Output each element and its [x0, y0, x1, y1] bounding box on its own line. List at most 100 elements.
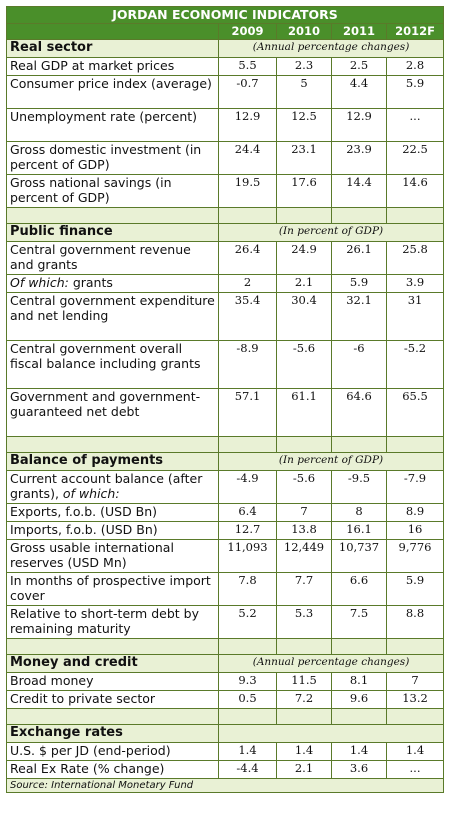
- section-name: Exchange rates: [6, 724, 219, 743]
- spacer-cell: [276, 436, 332, 453]
- row-label-text: Central government expenditure and net l…: [10, 293, 215, 324]
- value-cell: 5.3: [276, 605, 332, 639]
- table-row: Exports, f.o.b. (USD Bn) 6.4 7 8 8.9: [6, 503, 445, 522]
- row-label: Central government revenue and grants: [6, 241, 219, 275]
- table-row: Gross domestic investment (in percent of…: [6, 141, 445, 175]
- value-cell: 64.6: [331, 388, 387, 437]
- value-cell: 5.9: [331, 274, 387, 293]
- section-note: [217, 724, 445, 743]
- value-cell: 13.8: [276, 521, 332, 540]
- table-row: Consumer price index (average) -0.7 5 4.4 5.…: [6, 75, 445, 109]
- row-label: Unemployment rate (percent): [6, 108, 219, 142]
- spacer-cell: [276, 638, 332, 655]
- value-cell: 7: [385, 672, 445, 691]
- value-cell: 1.4: [385, 742, 445, 761]
- value-cell: 16: [385, 521, 445, 540]
- row-label: Gross usable international reserves (USD…: [6, 539, 219, 573]
- row-label: Exports, f.o.b. (USD Bn): [6, 503, 219, 522]
- spacer-cell: [331, 708, 387, 725]
- spacer-cell: [6, 207, 219, 224]
- row-label-text: Gross national savings (in percent of GD…: [10, 175, 172, 206]
- row-label: Government and government-guaranteed net…: [6, 388, 219, 437]
- value-cell: 26.4: [218, 241, 277, 275]
- value-cell: 12.9: [331, 108, 387, 142]
- spacer-cell: [385, 708, 445, 725]
- row-label: Real Ex Rate (% change): [6, 760, 219, 779]
- row-label-text: Imports, f.o.b. (USD Bn): [10, 522, 158, 538]
- row-label: Real GDP at market prices: [6, 57, 219, 76]
- value-cell: 6.6: [331, 572, 387, 606]
- source-row: Source: International Monetary Fund: [5, 778, 445, 793]
- section-note: (Annual percentage changes): [217, 39, 445, 58]
- value-cell: -7.9: [385, 470, 445, 504]
- value-cell: 3.9: [385, 274, 445, 293]
- spacer-cell: [385, 436, 445, 453]
- value-cell: ...: [385, 108, 445, 142]
- row-label: Gross domestic investment (in percent of…: [6, 141, 219, 175]
- row-label: Broad money: [6, 672, 219, 691]
- value-cell: 11,093: [218, 539, 277, 573]
- row-label: Relative to short-term debt by remaining…: [6, 605, 219, 639]
- row-label-text: Broad money: [10, 673, 94, 689]
- row-label: Current account balance (after grants), …: [6, 470, 219, 504]
- row-label-text: Relative to short-term debt by remaining…: [10, 606, 199, 637]
- value-cell: 5.2: [218, 605, 277, 639]
- value-cell: 14.6: [385, 174, 445, 208]
- value-cell: 35.4: [218, 292, 277, 341]
- section-header-row: Money and credit (Annual percentage chang…: [6, 654, 445, 673]
- spacer-cell: [331, 638, 387, 655]
- value-cell: 9.3: [218, 672, 277, 691]
- table-row: Central government revenue and grants 26.…: [6, 241, 445, 275]
- row-label: Imports, f.o.b. (USD Bn): [6, 521, 219, 540]
- value-cell: 2.8: [385, 57, 445, 76]
- spacer-row: [6, 638, 445, 655]
- value-cell: 8: [331, 503, 387, 522]
- value-cell: 12,449: [276, 539, 332, 573]
- spacer-row: [6, 436, 445, 453]
- table-row: Credit to private sector 0.5 7.2 9.6 13.2: [6, 690, 445, 709]
- value-cell: 31: [385, 292, 445, 341]
- value-cell: 10,737: [331, 539, 387, 573]
- value-cell: 5.9: [385, 75, 445, 109]
- value-cell: 32.1: [331, 292, 387, 341]
- value-cell: 7.7: [276, 572, 332, 606]
- row-label: U.S. $ per JD (end-period): [6, 742, 219, 761]
- value-cell: 7.2: [276, 690, 332, 709]
- value-cell: 30.4: [276, 292, 332, 341]
- value-cell: -8.9: [218, 340, 277, 389]
- spacer-cell: [218, 708, 277, 725]
- value-cell: 1.4: [331, 742, 387, 761]
- row-label: Gross national savings (in percent of GD…: [6, 174, 219, 208]
- spacer-cell: [276, 708, 332, 725]
- row-label-text: Real GDP at market prices: [10, 58, 175, 74]
- value-cell: 16.1: [331, 521, 387, 540]
- value-cell: 22.5: [385, 141, 445, 175]
- value-cell: 8.1: [331, 672, 387, 691]
- table-row: In months of prospective import cover 7.8…: [6, 572, 445, 606]
- section-note: (In percent of GDP): [217, 223, 445, 242]
- row-label-text: Credit to private sector: [10, 691, 156, 707]
- row-label-text: grants: [68, 275, 113, 291]
- table-row: Central government overall fiscal balanc…: [6, 340, 445, 389]
- section-name: Real sector: [6, 39, 219, 58]
- years-row: 2009 2010 2011 2012F: [6, 23, 445, 40]
- row-label: Credit to private sector: [6, 690, 219, 709]
- row-label: Central government overall fiscal balanc…: [6, 340, 219, 389]
- value-cell: 6.4: [218, 503, 277, 522]
- value-cell: 7.8: [218, 572, 277, 606]
- spacer-cell: [385, 207, 445, 224]
- section-header-row: Real sector (Annual percentage changes): [6, 39, 445, 58]
- value-cell: 24.4: [218, 141, 277, 175]
- value-cell: 26.1: [331, 241, 387, 275]
- value-cell: 23.9: [331, 141, 387, 175]
- row-label: Of which: grants: [6, 274, 219, 293]
- row-label-text: Government and government-guaranteed net…: [10, 389, 201, 420]
- value-cell: 17.6: [276, 174, 332, 208]
- row-label-text: Current account balance (after grants),: [10, 471, 203, 502]
- value-cell: 12.7: [218, 521, 277, 540]
- row-label-text: Real Ex Rate (% change): [10, 761, 165, 777]
- source-note: Source: International Monetary Fund: [5, 778, 445, 793]
- spacer-cell: [331, 436, 387, 453]
- value-cell: 12.9: [218, 108, 277, 142]
- section-header-row: Public finance (In percent of GDP): [6, 223, 445, 242]
